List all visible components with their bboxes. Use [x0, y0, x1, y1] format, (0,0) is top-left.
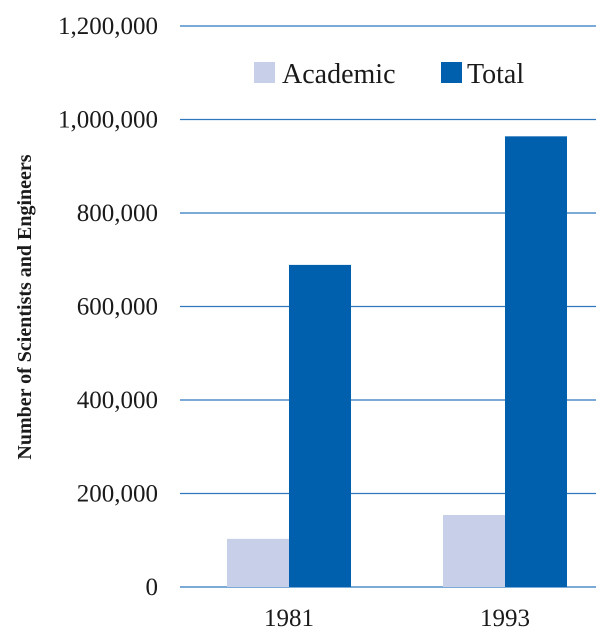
legend-swatch-total — [441, 62, 462, 83]
bars — [227, 136, 567, 587]
y-axis-title: Number of Scientists and Engineers — [14, 154, 36, 459]
bar-academic-1981 — [227, 538, 289, 587]
x-tick-label: 1993 — [480, 605, 530, 632]
y-tick-label: 1,000,000 — [58, 107, 158, 134]
gridlines — [180, 25, 596, 588]
legend: Academic Total — [254, 59, 524, 90]
y-tick-label: 800,000 — [77, 200, 158, 227]
y-tick-label: 200,000 — [77, 481, 158, 508]
y-tick-labels: 0 200,000 400,000 600,000 800,000 1,000,000 1,… — [58, 13, 158, 601]
y-tick-label: 0 — [146, 574, 159, 601]
legend-label-total: Total — [467, 59, 524, 90]
y-tick-label: 1,200,000 — [58, 13, 158, 40]
bar-total-1993 — [505, 136, 567, 587]
y-tick-label: 400,000 — [77, 387, 158, 414]
y-tick-label: 600,000 — [77, 294, 158, 321]
bar-academic-1993 — [443, 515, 505, 587]
legend-swatch-academic — [254, 62, 275, 83]
x-tick-labels: 1981 1993 — [264, 605, 530, 632]
x-tick-label: 1981 — [264, 605, 314, 632]
legend-label-academic: Academic — [282, 59, 396, 90]
bar-total-1981 — [289, 264, 351, 587]
